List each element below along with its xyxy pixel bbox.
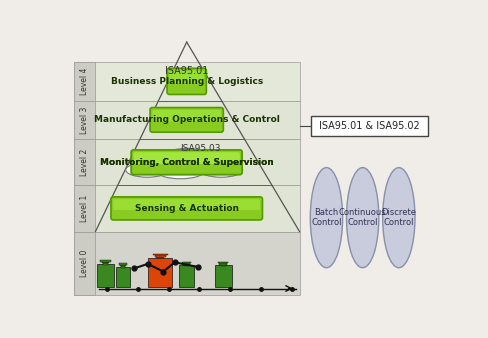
Bar [97, 264, 114, 287]
Bar [154, 256, 165, 257]
Ellipse shape [167, 148, 206, 161]
FancyBboxPatch shape [152, 110, 221, 121]
Ellipse shape [199, 151, 235, 164]
Ellipse shape [310, 168, 342, 268]
Text: Level 0: Level 0 [80, 249, 89, 277]
Ellipse shape [346, 168, 378, 268]
Bar [183, 265, 188, 266]
Bar [74, 232, 95, 295]
Bar [74, 101, 95, 139]
Bar [102, 263, 108, 265]
Ellipse shape [157, 164, 203, 179]
Text: Business Planning & Logistics: Business Planning & Logistics [110, 77, 262, 86]
FancyBboxPatch shape [310, 116, 427, 136]
Bar [220, 265, 225, 266]
Bar [74, 185, 299, 232]
Text: Manufacturing Operations & Control: Manufacturing Operations & Control [94, 115, 279, 124]
Bar [74, 139, 299, 185]
Ellipse shape [199, 163, 242, 177]
FancyBboxPatch shape [167, 68, 206, 94]
Bar [74, 232, 299, 295]
Text: Level 3: Level 3 [80, 106, 89, 134]
Bar [214, 265, 231, 287]
Text: Monitoring, Control & Supervision: Monitoring, Control & Supervision [100, 158, 273, 167]
FancyBboxPatch shape [131, 150, 242, 174]
Text: Batch
Control: Batch Control [310, 208, 341, 227]
Text: Sensing & Actuation: Sensing & Actuation [134, 204, 238, 213]
Bar [121, 266, 125, 268]
Bar [218, 262, 228, 263]
Bar [119, 263, 127, 265]
Text: Level 2: Level 2 [80, 149, 89, 176]
FancyBboxPatch shape [113, 199, 260, 210]
Text: Level 1: Level 1 [80, 195, 89, 222]
Bar [147, 258, 172, 287]
Bar [100, 260, 110, 262]
FancyBboxPatch shape [133, 152, 239, 164]
FancyBboxPatch shape [169, 71, 203, 83]
Bar [74, 101, 299, 139]
Bar [156, 257, 163, 259]
Bar [183, 263, 189, 265]
Text: ISA95.03: ISA95.03 [180, 144, 221, 153]
Bar [120, 265, 126, 266]
Bar [74, 185, 95, 232]
Bar [102, 262, 109, 263]
Bar [182, 262, 190, 263]
Bar [219, 263, 226, 265]
FancyBboxPatch shape [111, 197, 262, 220]
Bar [74, 62, 95, 101]
Bar [74, 62, 299, 101]
FancyBboxPatch shape [131, 150, 242, 174]
Ellipse shape [125, 163, 168, 177]
Text: Level 4: Level 4 [80, 68, 89, 95]
FancyBboxPatch shape [150, 107, 223, 132]
Text: ISA95.01: ISA95.01 [164, 66, 208, 76]
Bar [116, 267, 130, 287]
Text: Discrete
Control: Discrete Control [381, 208, 415, 227]
Text: Monitoring, Control & Supervision: Monitoring, Control & Supervision [100, 158, 273, 167]
Ellipse shape [137, 151, 174, 164]
Text: ISA95.01 & ISA95.02: ISA95.01 & ISA95.02 [319, 121, 419, 131]
Bar [152, 254, 167, 256]
Bar [74, 139, 95, 185]
Bar [178, 265, 194, 287]
Ellipse shape [382, 168, 414, 268]
FancyBboxPatch shape [133, 152, 239, 164]
Text: Continuous
Control: Continuous Control [338, 208, 386, 227]
